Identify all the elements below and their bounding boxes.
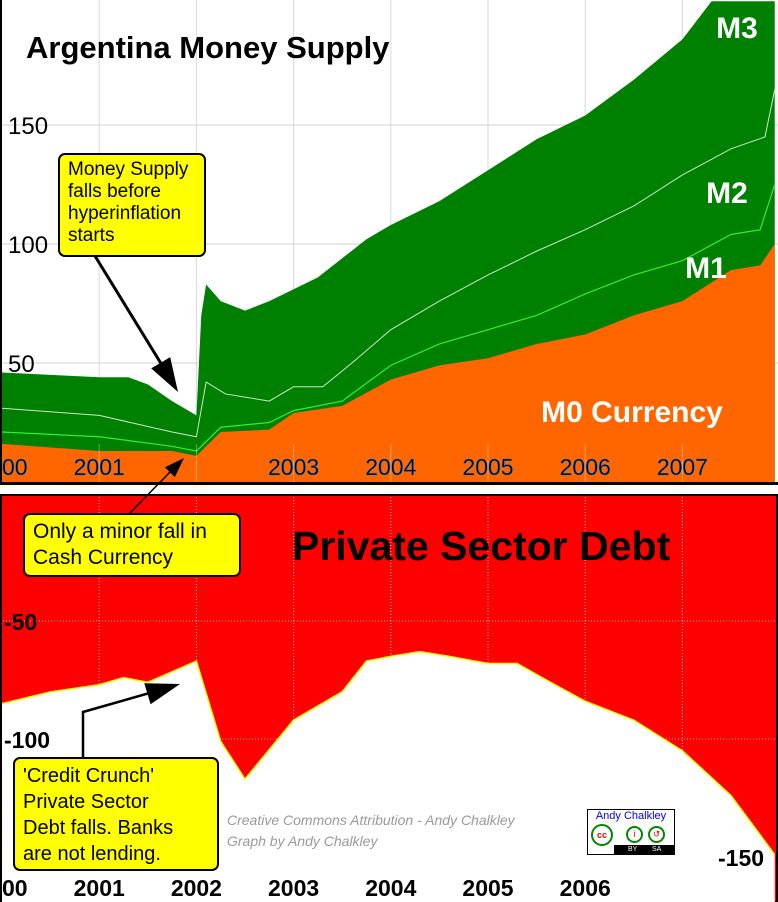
note-line: Only a minor fall in	[33, 520, 207, 543]
y-tick-label: -150	[718, 845, 764, 871]
chart-title: Private Sector Debt	[292, 523, 671, 569]
x-tick-label: 2005	[462, 875, 513, 901]
x-tick-label: 2006	[560, 875, 611, 901]
note-line: starts	[68, 225, 115, 246]
y-tick-label: -100	[4, 727, 50, 753]
debt-line	[2, 650, 776, 856]
by-icon: i	[626, 826, 643, 843]
y-tick-label: 50	[8, 351, 35, 378]
x-tick-label: 2003	[268, 454, 319, 480]
arrow-money-supply-head	[151, 357, 178, 392]
annotation-credit-crunch: 'Credit Crunch' Private Sector Debt fall…	[13, 757, 219, 871]
cc-license-badge[interactable]: Andy Chalkley cc i ↺ BY SA	[587, 809, 675, 855]
note-line: Money Supply	[68, 159, 189, 180]
note-line: hyperinflation	[68, 203, 182, 224]
axis-bottom	[0, 482, 778, 485]
series-label: M1	[685, 252, 727, 285]
x-tick-label: 2004	[365, 875, 416, 901]
series-m2-line	[2, 89, 776, 438]
series-label: M0 Currency	[541, 396, 723, 429]
credit-line-2: Graph by Andy Chalkley	[227, 833, 378, 849]
series-m1-line	[2, 184, 776, 452]
x-tick-label: 2007	[657, 454, 708, 480]
x-tick-label: 2001	[74, 875, 125, 901]
axis-left	[0, 0, 2, 484]
note-line: 'Credit Crunch'	[23, 765, 155, 787]
y-tick-label: -50	[4, 609, 37, 635]
series-label: M2	[706, 177, 748, 210]
license-author: Andy Chalkley	[595, 810, 667, 822]
x-tick-label: 2001	[74, 454, 125, 480]
arrow-cash-currency-shaft	[129, 471, 171, 514]
y-tick-label: 150	[8, 113, 48, 140]
note-line: falls before	[68, 181, 161, 202]
cc-icon: cc	[591, 824, 613, 846]
x-tick-label: 2000	[0, 454, 28, 480]
money-supply-plot: 50 100 150 2000 2001 2003 2004 2005 2006 2007 Arge…	[0, 0, 778, 482]
note-line: Cash Currency	[33, 546, 174, 569]
note-line: are not lending.	[23, 843, 161, 865]
arrow-cash-currency-head	[164, 458, 184, 478]
arrow-credit-crunch-shaft	[81, 688, 161, 757]
note-line: Debt falls. Banks	[23, 817, 174, 839]
series-m0-area	[2, 244, 775, 482]
arrow-credit-crunch-head	[144, 683, 180, 705]
license-by: BY	[628, 846, 638, 853]
x-tick-label: 2004	[365, 454, 416, 480]
credit-text: Creative Commons Attribution - Andy Chal…	[227, 810, 515, 852]
y-tick-label: 100	[8, 232, 48, 259]
series-label: M3	[716, 12, 758, 45]
x-tick-label: 2002	[171, 875, 222, 901]
note-line: Private Sector	[23, 791, 149, 813]
sa-icon: ↺	[648, 826, 665, 843]
debt-plot: -50 -100 -150 2000 2001 2002 2003 2004 2005 2006 P…	[0, 497, 776, 902]
license-bar: BY SA	[614, 845, 674, 854]
x-tick-label: 2005	[462, 454, 513, 480]
annotation-money-supply-falls: Money Supply falls before hyperinflation…	[58, 153, 206, 257]
credit-line-1: Creative Commons Attribution - Andy Chal…	[227, 812, 515, 828]
chart-title: Argentina Money Supply	[26, 30, 390, 65]
license-sa: SA	[652, 846, 662, 853]
annotation-cash-currency: Only a minor fall in Cash Currency	[23, 513, 241, 577]
x-tick-label: 2006	[560, 454, 611, 480]
x-tick-label: 2003	[268, 875, 319, 901]
x-tick-label: 2000	[0, 875, 28, 901]
arrow-money-supply-shaft	[93, 255, 167, 371]
